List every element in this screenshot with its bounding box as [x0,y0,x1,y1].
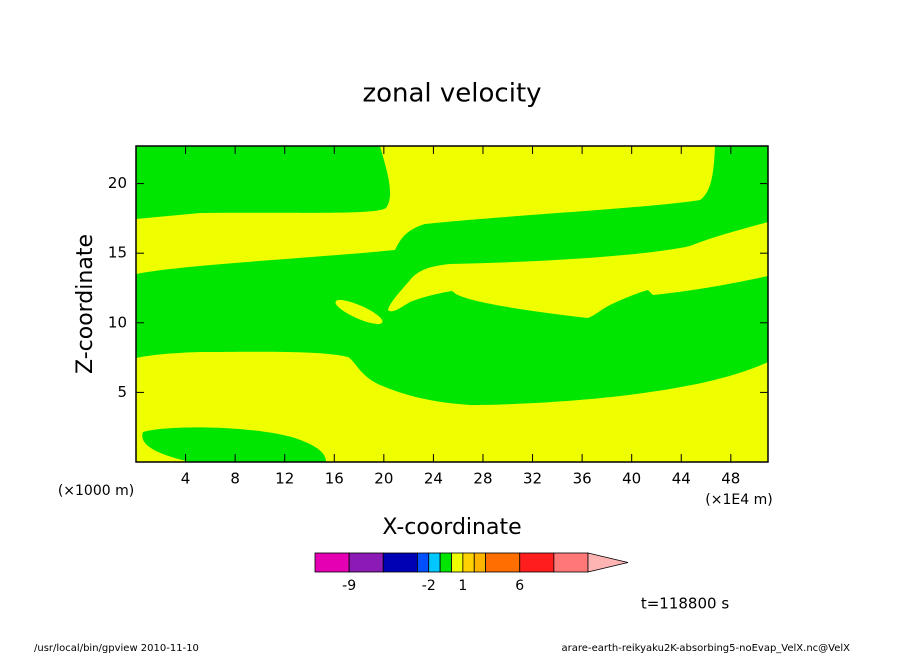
contour-region [136,146,391,219]
footer-left: /usr/local/bin/gpview 2010-11-10 [34,643,199,654]
annotation: t=118800 s [641,595,729,613]
colorbar-segment [473,552,487,573]
colorbar-tick-label: 1 [458,578,467,594]
colorbar-tick-label: -2 [422,578,436,594]
x-tick-label: 12 [275,470,294,488]
chart-title: zonal velocity [362,79,541,109]
colorbar-segment [416,552,430,573]
y-tick-label: 10 [108,313,127,331]
y-unit: (×1000 m) [58,483,134,499]
footer-right: arare-earth-reikyaku2K-absorbing5-noEvap… [562,643,851,654]
x-tick-label: 20 [374,470,393,488]
colorbar-segment [439,552,452,573]
colorbar-segment [485,552,521,573]
plot-frame [135,145,769,463]
colorbar-segment [382,552,418,573]
x-tick-label: 44 [672,470,691,488]
colorbar-segment [553,552,589,573]
colorbar-segment [428,552,441,573]
x-tick-label: 16 [325,470,344,488]
colorbar-segment [348,552,384,573]
contour-region [335,299,383,325]
x-tick-label: 32 [523,470,542,488]
x-tick-label: 28 [473,470,492,488]
contour-region [142,427,326,462]
colorbar-tick-label: -9 [342,578,356,594]
colorbar-segment [314,552,350,573]
colorbar-extension [587,552,629,573]
y-axis-label: Z-coordinate [73,234,98,374]
x-tick-label: 48 [721,470,740,488]
x-unit: (×1E4 m) [705,492,772,508]
y-tick-label: 15 [108,244,127,262]
x-tick-label: 8 [230,470,240,488]
x-axis-label: X-coordinate [382,515,521,540]
contour-region [136,146,768,405]
y-tick-label: 5 [117,383,127,401]
colorbar-segment [519,552,555,573]
x-tick-label: 40 [622,470,641,488]
colorbar-segment [451,552,464,573]
x-tick-label: 36 [573,470,592,488]
x-tick-label: 24 [424,470,443,488]
colorbar-tick-label: 6 [515,578,524,594]
y-tick-label: 20 [108,174,127,192]
x-tick-label: 4 [181,470,191,488]
colorbar-segment [462,552,475,573]
